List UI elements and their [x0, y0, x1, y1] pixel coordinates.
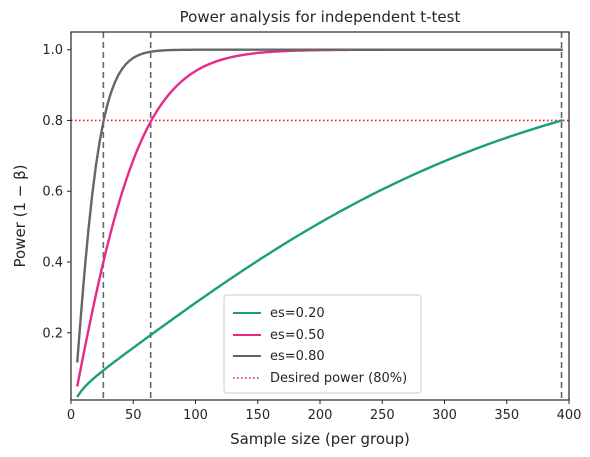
- y-axis-title: Power (1 − β): [11, 164, 29, 267]
- legend-label-desired-power: Desired power (80%): [270, 371, 407, 386]
- x-tick-label: 200: [308, 408, 333, 423]
- x-axis-title: Sample size (per group): [230, 430, 410, 448]
- x-tick-label: 150: [245, 408, 270, 423]
- x-tick-label: 100: [183, 408, 208, 423]
- x-tick-label: 50: [125, 408, 142, 423]
- legend-label-es-080: es=0.80: [270, 349, 325, 364]
- x-tick-label: 0: [67, 408, 75, 423]
- y-tick-label: 0.4: [42, 256, 63, 271]
- y-tick-label: 0.8: [42, 114, 63, 129]
- legend: es=0.20 es=0.50 es=0.80 Desired power (8…: [224, 295, 421, 393]
- legend-label-es-020: es=0.20: [270, 306, 325, 321]
- x-tick-label: 350: [494, 408, 519, 423]
- x-tick-label: 300: [432, 408, 457, 423]
- chart-title: Power analysis for independent t-test: [180, 8, 461, 26]
- y-tick-label: 1.0: [42, 43, 63, 58]
- x-tick-label: 400: [557, 408, 582, 423]
- x-tick-label: 250: [370, 408, 395, 423]
- y-tick-label: 0.6: [42, 185, 63, 200]
- y-tick-label: 0.2: [42, 326, 63, 341]
- legend-label-es-050: es=0.50: [270, 328, 325, 343]
